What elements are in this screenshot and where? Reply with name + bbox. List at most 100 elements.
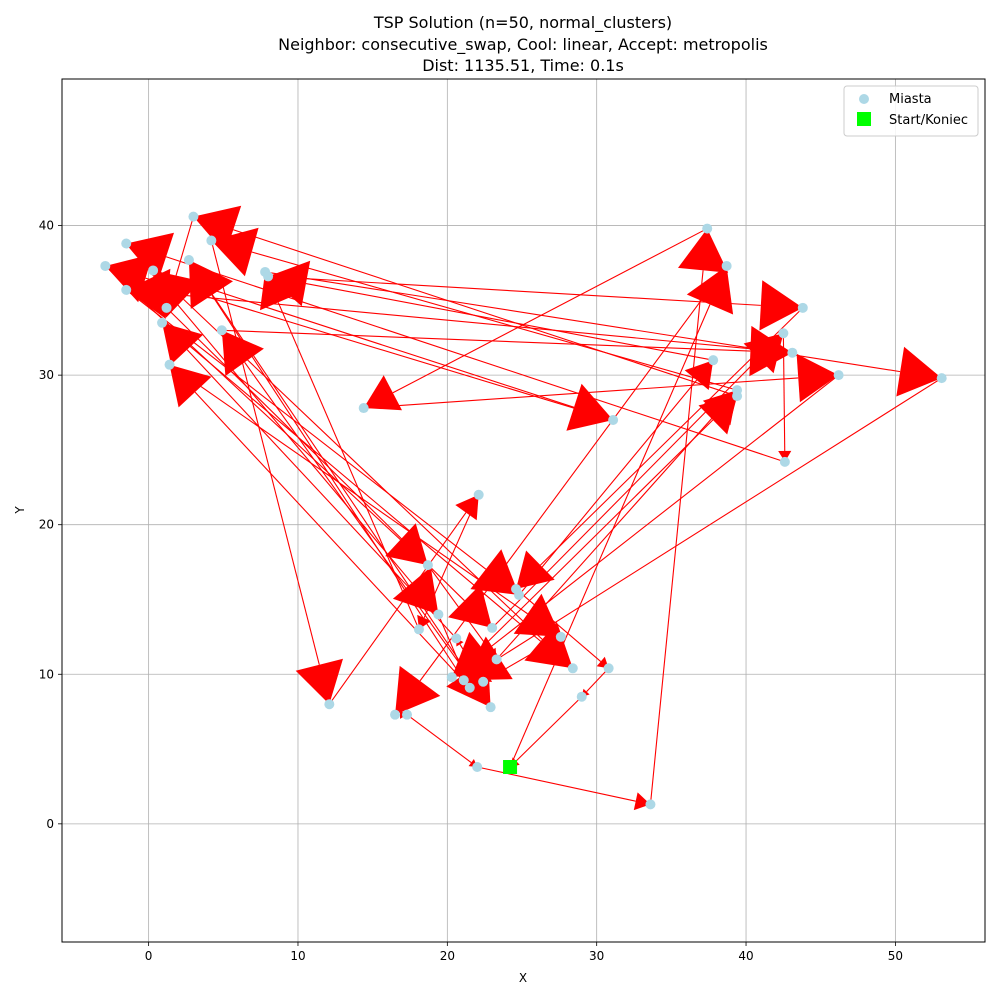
city-point-1 bbox=[472, 762, 483, 773]
y-tick-label-4: 40 bbox=[39, 219, 54, 233]
city-point-49 bbox=[164, 359, 175, 370]
city-point-26 bbox=[708, 355, 719, 366]
tour-segment-arrowhead bbox=[778, 450, 792, 462]
tour-segment-line bbox=[194, 391, 471, 689]
city-point-30 bbox=[787, 347, 798, 358]
tour-segment-arrowhead bbox=[260, 271, 297, 311]
tour-segment-29 bbox=[496, 390, 738, 660]
city-point-33 bbox=[936, 373, 947, 384]
tour-segment-arrowhead bbox=[702, 390, 738, 426]
plot-frame bbox=[61, 78, 986, 943]
x-axis-label: X bbox=[519, 971, 527, 985]
x-tick-label-2: 20 bbox=[440, 949, 455, 963]
city-point-36 bbox=[721, 260, 732, 271]
city-point-44 bbox=[263, 271, 274, 282]
tour-path bbox=[104, 205, 942, 811]
tour-segment-18 bbox=[169, 364, 471, 689]
tour-segment-41 bbox=[126, 268, 793, 354]
city-point-45 bbox=[121, 284, 132, 295]
city-point-15 bbox=[422, 560, 433, 571]
tour-segment-arrowhead bbox=[796, 353, 839, 403]
tour-segment-line bbox=[328, 512, 467, 705]
tour-segment-line bbox=[152, 269, 575, 408]
x-tick-label-5: 50 bbox=[888, 949, 903, 963]
city-point-29 bbox=[778, 328, 789, 339]
city-point-42 bbox=[183, 254, 194, 265]
tour-segment-line bbox=[515, 696, 583, 762]
tour-segment-arrowhead bbox=[448, 584, 493, 628]
tour-segment-46 bbox=[516, 307, 804, 589]
city-point-24 bbox=[608, 415, 619, 426]
tour-segment-line bbox=[268, 275, 761, 306]
city-point-16 bbox=[473, 489, 484, 500]
start-end-marker bbox=[503, 760, 518, 775]
city-point-10 bbox=[478, 676, 489, 687]
tour-segment-arrowhead bbox=[126, 268, 171, 319]
tour-segment-arrowhead bbox=[684, 360, 714, 390]
chart-title-line-2: Neighbor: consecutive_swap, Cool: linear… bbox=[278, 35, 768, 55]
tour-segment-line bbox=[183, 298, 574, 669]
city-point-41 bbox=[148, 265, 159, 276]
tour-segment-39 bbox=[221, 330, 492, 708]
legend-marker-start bbox=[857, 112, 871, 126]
legend-marker-city bbox=[859, 94, 869, 104]
tour-segment-42 bbox=[125, 289, 519, 595]
tour-segment-line bbox=[437, 614, 468, 682]
city-point-2 bbox=[645, 799, 656, 810]
city-point-22 bbox=[603, 663, 614, 674]
tour-segment-arrowhead bbox=[169, 364, 212, 408]
city-point-23 bbox=[576, 691, 587, 702]
city-point-13 bbox=[433, 609, 444, 620]
tour-segment-line bbox=[167, 293, 793, 354]
tour-segment-line bbox=[518, 379, 698, 596]
tour-segment-arrowhead bbox=[162, 322, 204, 365]
tour-segment-arrowhead bbox=[395, 665, 441, 715]
tour-segment-arrowhead bbox=[470, 549, 519, 595]
tour-segment-arrowhead bbox=[221, 330, 264, 376]
city-point-34 bbox=[779, 456, 790, 467]
city-point-31 bbox=[797, 302, 808, 313]
city-point-20 bbox=[555, 631, 566, 642]
tour-segment-32 bbox=[328, 494, 479, 705]
tour-segment-38 bbox=[188, 259, 491, 708]
city-point-35 bbox=[702, 223, 713, 234]
tour-segment-line bbox=[251, 251, 738, 391]
chart-title-line-3: Dist: 1135.51, Time: 0.1s bbox=[422, 56, 624, 75]
tour-segment-line bbox=[188, 259, 468, 673]
city-point-37 bbox=[121, 238, 132, 249]
tour-segment-line bbox=[427, 564, 492, 652]
city-point-28 bbox=[732, 391, 743, 402]
tour-segment-line bbox=[211, 294, 465, 681]
tour-segment-line bbox=[221, 329, 751, 352]
city-point-38 bbox=[188, 211, 199, 222]
tour-segment-line bbox=[305, 283, 714, 361]
tour-segment-line bbox=[233, 229, 738, 397]
tour-segment-arrowhead bbox=[566, 383, 614, 431]
tour-segment-line bbox=[496, 412, 718, 660]
city-point-9 bbox=[464, 682, 475, 693]
tour-segment-arrowhead bbox=[759, 280, 803, 331]
tour-segment-line bbox=[509, 304, 711, 768]
y-axis-label: Y bbox=[13, 506, 27, 515]
tour-segment-arrowhead bbox=[392, 567, 439, 615]
y-tick-label-0: 0 bbox=[46, 817, 54, 831]
city-point-25 bbox=[358, 403, 369, 414]
city-point-21 bbox=[567, 663, 578, 674]
city-point-40 bbox=[100, 260, 111, 271]
tour-segment-line bbox=[498, 377, 942, 659]
legend-label-city: Miasta bbox=[889, 92, 932, 107]
legend: Miasta Start/Koniec bbox=[843, 85, 979, 137]
city-point-19 bbox=[514, 590, 525, 601]
chart-title-line-1: TSP Solution (n=50, normal_clusters) bbox=[373, 13, 672, 33]
tour-segment-line bbox=[515, 588, 602, 662]
city-point-12 bbox=[451, 633, 462, 644]
city-point-11 bbox=[491, 654, 502, 665]
legend-label-start: Start/Koniec bbox=[889, 113, 968, 128]
tour-segment-line bbox=[145, 277, 614, 421]
y-tick-label-3: 30 bbox=[39, 368, 54, 382]
tour-segment-arrowhead bbox=[295, 658, 343, 705]
legend-box bbox=[843, 85, 979, 137]
tour-segment-arrowhead bbox=[446, 658, 491, 708]
tour-segment-line bbox=[125, 289, 487, 570]
